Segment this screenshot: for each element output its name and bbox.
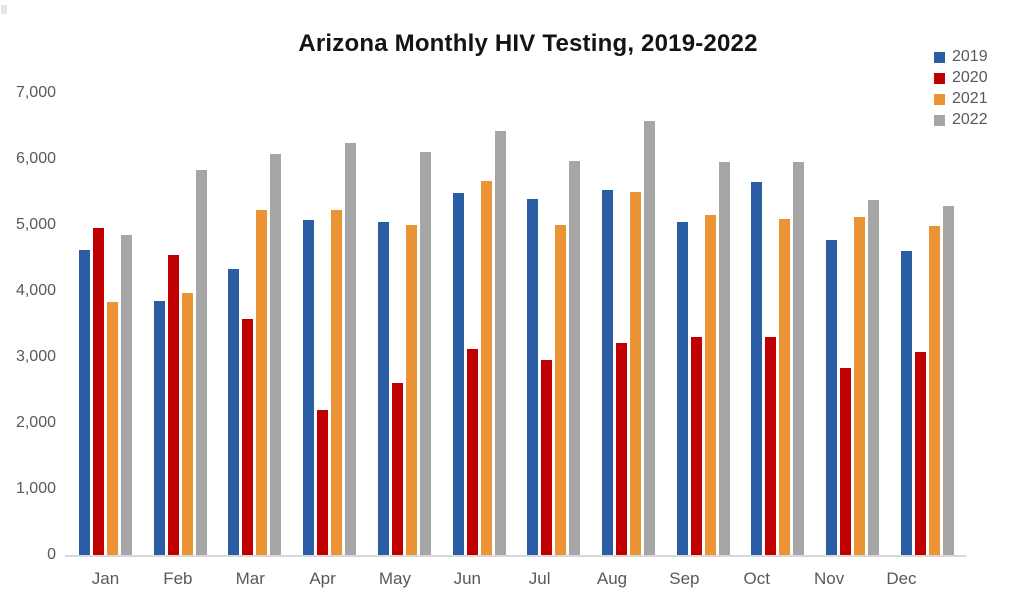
y-axis: 0 1,000 2,000 3,000 4,000 5,000 6,000 7,000 — [0, 84, 56, 563]
bar-2019-mar — [228, 269, 240, 555]
bar-2020-aug — [616, 343, 628, 555]
bar-2022-jul — [569, 160, 581, 555]
bar-group-dec — [900, 93, 954, 555]
bar-2019-jul — [527, 199, 539, 555]
bar-2021-may — [405, 225, 417, 555]
x-label-feb: Feb — [163, 569, 193, 588]
bar-group-jun — [452, 93, 506, 555]
x-label-may: May — [378, 569, 411, 588]
bar-2021-sep — [704, 215, 716, 555]
x-label-apr: Apr — [309, 569, 336, 588]
bar-2020-jan — [93, 228, 104, 555]
bar-2021-aug — [630, 192, 642, 555]
bar-group-mar — [228, 93, 282, 555]
bar-2020-oct — [765, 336, 777, 555]
bar-group-jul — [527, 93, 581, 555]
y-tick-label-5000: 5,000 — [15, 216, 56, 233]
x-label-jul: Jul — [528, 569, 551, 588]
corner-artifact — [1, 5, 7, 14]
bar-2022-jan — [121, 234, 132, 555]
y-tick-label-3000: 3,000 — [15, 348, 56, 365]
bar-2019-may — [377, 221, 389, 555]
bar-2020-may — [391, 383, 403, 555]
y-tick-label-2000: 2,000 — [15, 414, 56, 431]
bar-2020-nov — [840, 367, 852, 555]
bar-2022-dec — [942, 205, 954, 555]
bar-2021-dec — [928, 225, 940, 555]
bar-2019-feb — [153, 300, 165, 555]
x-label-dec: Dec — [886, 569, 917, 588]
bar-2021-jan — [107, 302, 118, 555]
bar-2021-mar — [256, 209, 268, 555]
bar-group-sep — [676, 93, 730, 555]
legend-label: 2022 — [952, 111, 988, 128]
legend-swatch-icon — [934, 51, 945, 63]
legend-swatch-icon — [934, 72, 945, 84]
x-label-sep: Sep — [669, 569, 700, 588]
legend-item-2022: 2022 — [934, 111, 988, 128]
bar-2022-nov — [868, 199, 880, 555]
bar-2021-apr — [331, 210, 343, 555]
bar-2020-mar — [242, 319, 254, 555]
x-axis: Jan Feb Mar Apr May Jun Jul Aug Sep Oct Nov Dec — [65, 569, 940, 589]
bar-2019-jun — [452, 193, 464, 555]
bar-group-feb — [153, 93, 207, 555]
legend-label: 2021 — [952, 90, 988, 107]
bar-2019-dec — [900, 251, 912, 555]
bar-2019-jan — [79, 250, 90, 555]
bar-2019-apr — [303, 219, 315, 555]
x-label-aug: Aug — [596, 569, 628, 588]
y-tick-label-0: 0 — [47, 546, 56, 563]
legend-item-2019: 2019 — [934, 48, 988, 65]
y-tick-label-4000: 4,000 — [15, 282, 56, 299]
bar-2022-feb — [195, 169, 207, 555]
bar-2022-may — [419, 151, 431, 555]
bar-2021-nov — [854, 217, 866, 555]
bar-2021-oct — [779, 219, 791, 555]
legend-swatch-icon — [934, 114, 945, 126]
legend-swatch-icon — [934, 93, 945, 105]
bar-2022-jun — [494, 130, 506, 555]
legend-item-2020: 2020 — [934, 69, 988, 86]
legend-item-2021: 2021 — [934, 90, 988, 107]
legend-label: 2020 — [952, 69, 988, 86]
x-label-jan: Jan — [91, 569, 120, 588]
legend: 2019 2020 2021 2022 — [934, 48, 988, 128]
bar-2020-dec — [914, 352, 926, 555]
bar-2022-oct — [793, 161, 805, 555]
bar-2022-sep — [718, 161, 730, 555]
bar-2019-nov — [826, 240, 838, 555]
bar-2019-sep — [676, 221, 688, 555]
x-label-mar: Mar — [235, 569, 265, 588]
bar-group-apr — [303, 93, 357, 555]
bar-2020-feb — [167, 254, 179, 555]
bar-2022-apr — [345, 143, 357, 555]
y-tick-label-1000: 1,000 — [15, 480, 56, 497]
bar-group-jan — [79, 93, 132, 555]
bar-2019-oct — [751, 182, 763, 555]
bar-group-aug — [602, 93, 656, 555]
y-tick-label-7000: 7,000 — [15, 84, 56, 101]
y-tick-label-6000: 6,000 — [15, 150, 56, 167]
bar-2022-aug — [644, 121, 656, 555]
bar-2020-jun — [466, 349, 478, 555]
plot-area — [65, 93, 966, 557]
bar-2020-apr — [317, 410, 329, 555]
chart-title: Arizona Monthly HIV Testing, 2019-2022 — [298, 30, 758, 57]
bar-group-may — [377, 93, 431, 555]
bar-2021-feb — [181, 292, 193, 555]
bar-group-oct — [751, 93, 805, 555]
bar-2022-mar — [270, 153, 282, 555]
bar-2021-jun — [480, 181, 492, 555]
bar-2019-aug — [602, 190, 614, 555]
legend-label: 2019 — [952, 48, 988, 65]
x-label-oct: Oct — [743, 569, 770, 588]
bar-2020-jul — [541, 359, 553, 555]
x-label-jun: Jun — [453, 569, 481, 588]
bar-2020-sep — [690, 337, 702, 555]
x-label-nov: Nov — [813, 569, 845, 588]
bar-2021-jul — [555, 225, 567, 555]
bar-group-nov — [826, 93, 880, 555]
